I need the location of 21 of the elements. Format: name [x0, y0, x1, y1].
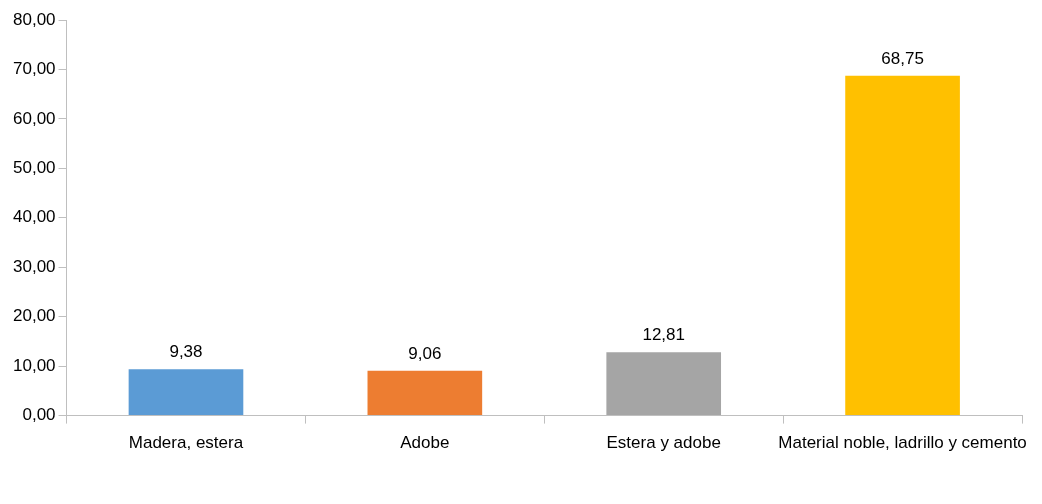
x-tick-label: Material noble, ladrillo y cemento [778, 433, 1027, 453]
y-tick-label: 10,00 [12, 355, 56, 375]
data-label: 68,75 [881, 48, 924, 68]
y-tick-label: 30,00 [12, 256, 56, 276]
y-tick-label: 20,00 [12, 306, 56, 326]
bar [367, 370, 483, 416]
data-label: 9,38 [169, 342, 203, 362]
y-tick-label: 70,00 [12, 59, 56, 79]
y-tick-label: 0,00 [22, 405, 56, 425]
bar [128, 369, 244, 416]
x-tick-label: Adobe [400, 433, 450, 453]
y-tick-label: 40,00 [12, 207, 56, 227]
y-tick-label: 60,00 [12, 108, 56, 128]
bar [606, 352, 722, 416]
bar [845, 75, 960, 416]
data-label: 9,06 [408, 343, 442, 363]
y-tick-label: 80,00 [12, 9, 56, 29]
x-tick-label: Madera, estera [128, 433, 244, 453]
data-label: 12,81 [642, 325, 685, 345]
y-tick-label: 50,00 [12, 158, 56, 178]
x-tick-label: Estera y adobe [606, 433, 721, 453]
